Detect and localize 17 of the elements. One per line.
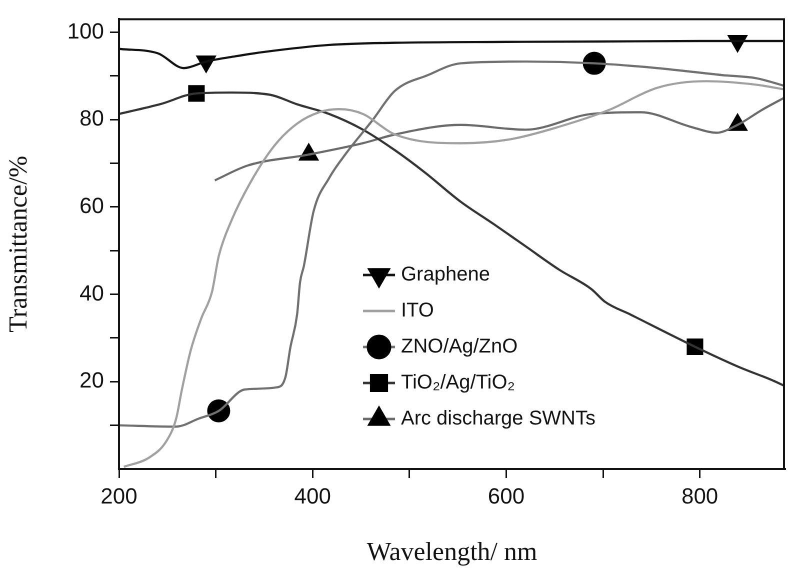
x-tick-label: 800 [681, 483, 718, 508]
x-tick-label: 400 [294, 483, 331, 508]
x-axis-title: Wavelength/ nm [366, 537, 538, 566]
legend-label: Graphene [401, 264, 490, 286]
y-tick-label: 80 [80, 106, 104, 131]
y-axis-title: Transmittance/% [3, 156, 32, 332]
y-tick-label: 100 [67, 18, 104, 44]
line-series [122, 80, 785, 468]
y-tick-label: 60 [80, 193, 104, 218]
y-tick-label: 20 [80, 368, 104, 393]
legend-label: TiO₂/Ag/TiO₂ [401, 372, 516, 394]
legend-label: ZNO/Ag/ZnO [401, 336, 518, 358]
legend-label: ITO [401, 300, 434, 322]
x-tick-label: 600 [488, 483, 525, 508]
legend-label: Arc discharge SWNTs [401, 408, 596, 430]
x-tick-label: 200 [100, 483, 138, 508]
y-tick-label: 40 [80, 280, 104, 306]
